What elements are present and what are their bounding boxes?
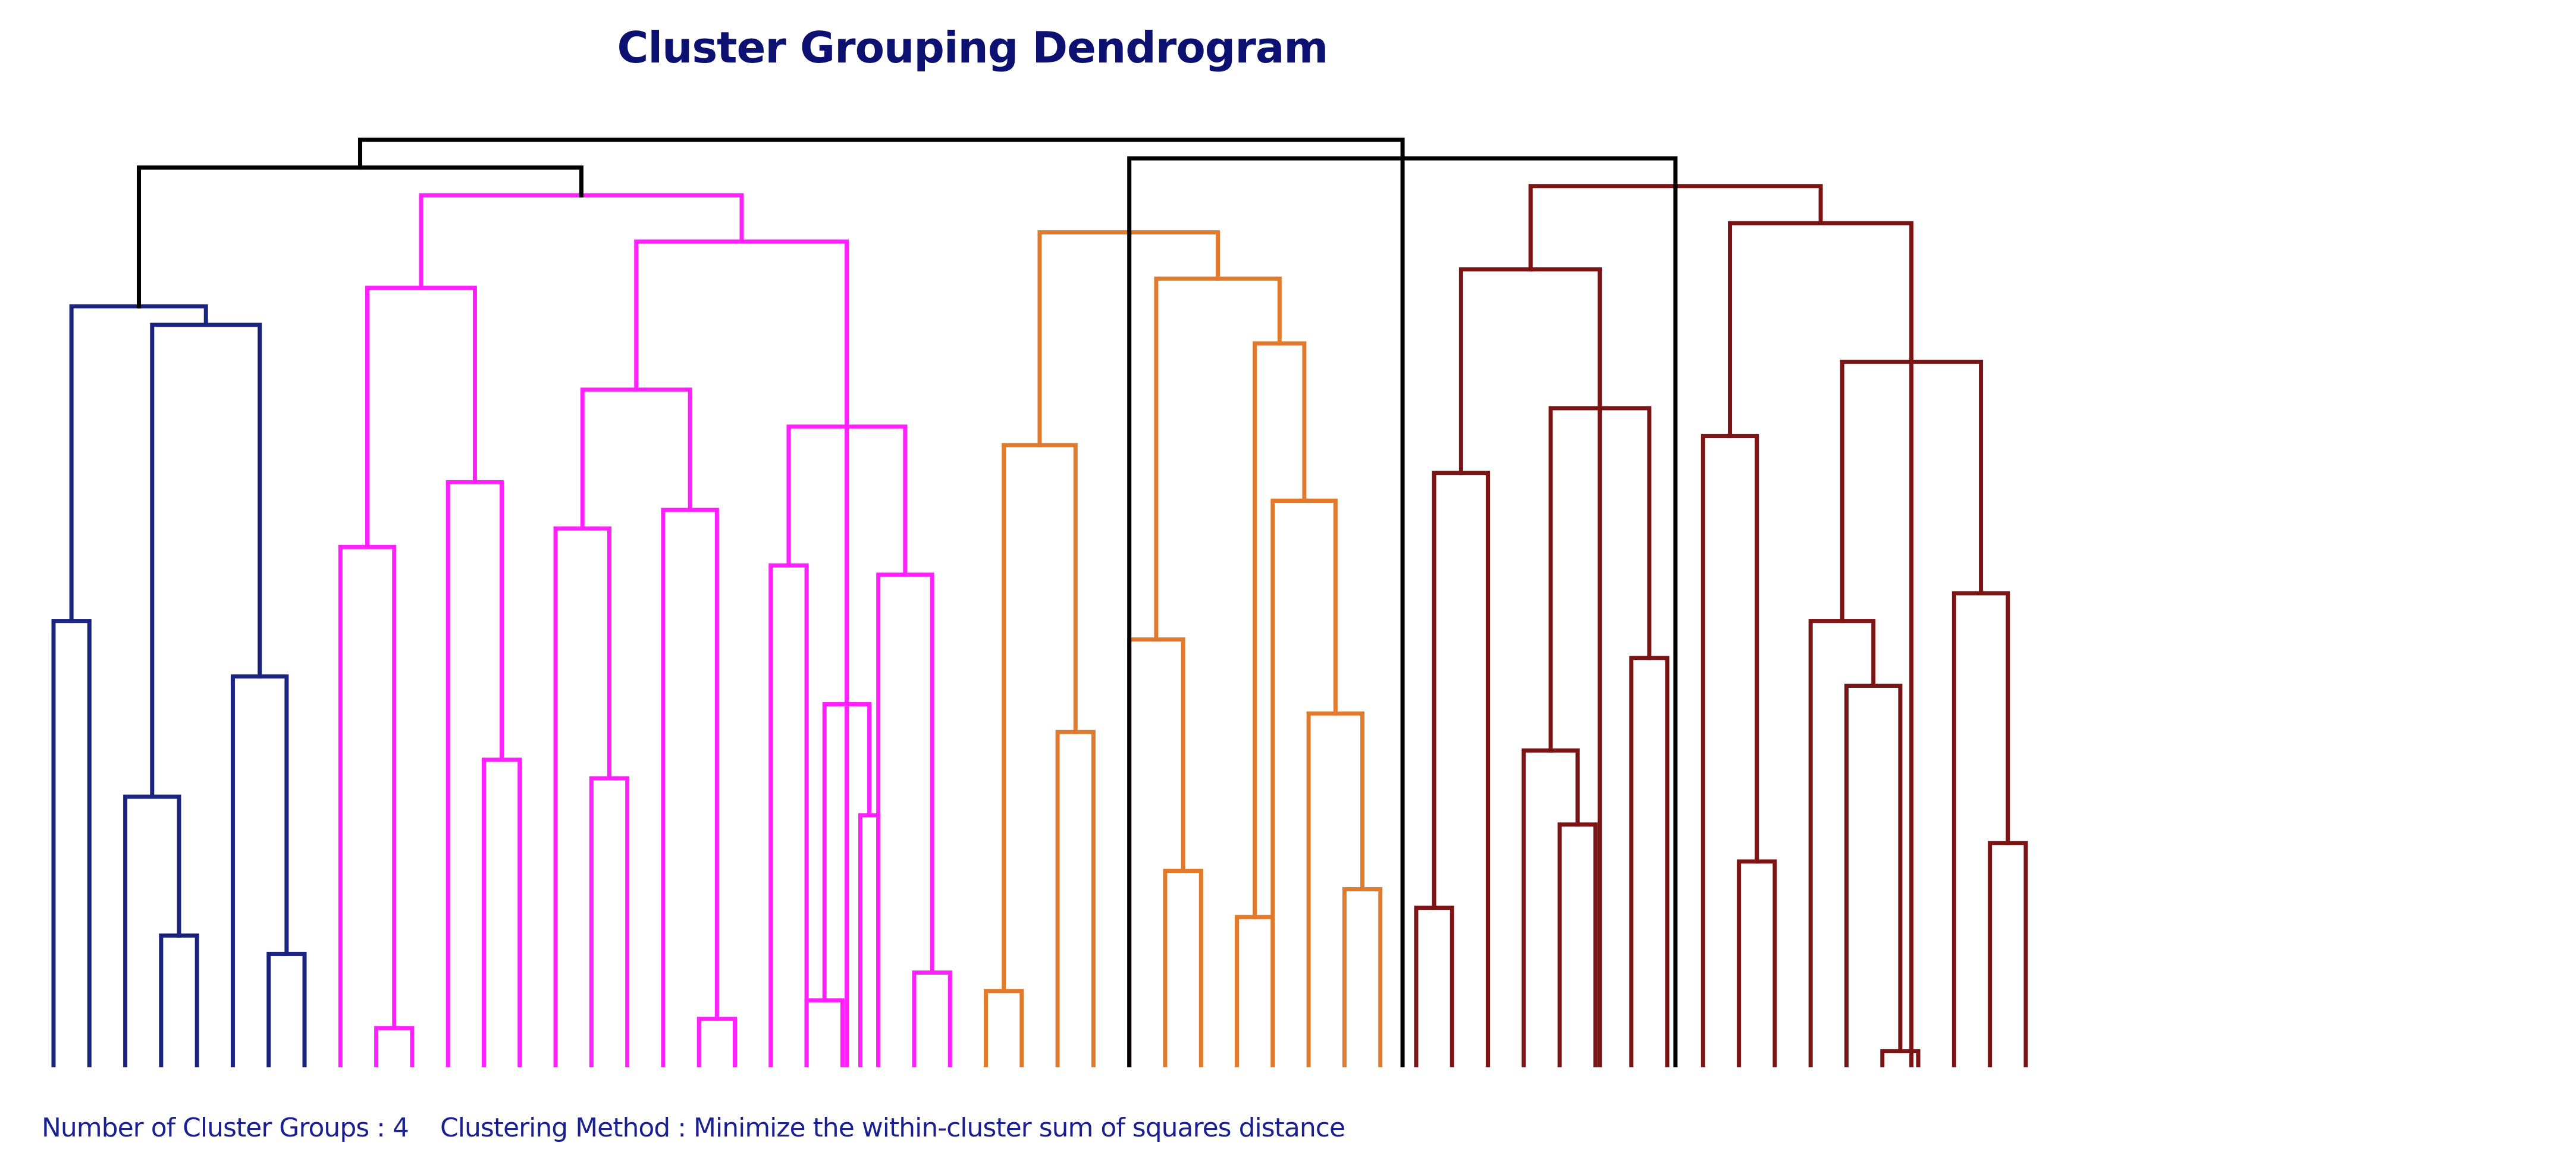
chart-title: Cluster Grouping Dendrogram	[617, 23, 1329, 73]
merge-o-m5	[1127, 637, 1185, 1067]
merge-b-m2	[159, 933, 199, 1067]
cluster-groups-label: Number of Cluster Groups : 4	[42, 1113, 409, 1143]
merge-root-m3	[357, 137, 1405, 1067]
merge-m-m5	[365, 286, 477, 549]
merge-r-m14	[1951, 591, 2010, 1067]
merge-m-m16	[768, 563, 809, 1067]
merge-b-m4	[266, 951, 307, 1067]
merge-r-m5	[1629, 656, 1670, 1067]
merge-o-m9	[1270, 498, 1338, 1067]
merge-m-m12	[858, 813, 881, 1067]
clustering-method-label: Clustering Method : Minimize the within-…	[440, 1113, 1345, 1143]
merge-m-m8	[696, 1016, 738, 1067]
merge-r-m7	[1458, 267, 1602, 1067]
merge-m-m10	[580, 387, 692, 531]
merge-m-m7	[553, 526, 611, 1067]
merge-o-m6	[1235, 915, 1275, 1067]
merge-r-m13	[1988, 841, 2028, 1067]
merge-r-m3	[1557, 822, 1598, 1067]
merge-m-m11	[804, 998, 845, 1067]
merge-b-m6	[150, 323, 262, 799]
merge-r-m4	[1521, 748, 1580, 1067]
merge-m-m2	[338, 544, 397, 1067]
merge-m-m4	[445, 480, 504, 1067]
merge-o-m1	[984, 989, 1024, 1067]
merge-r-m2	[1432, 471, 1491, 1067]
merge-m-m6	[589, 776, 630, 1067]
merge-b-m7	[69, 304, 208, 624]
merge-m-m9	[661, 508, 719, 1067]
merge-root-m1	[136, 165, 583, 309]
merge-o-m11	[1154, 276, 1282, 642]
merge-o-m4	[1163, 868, 1203, 1067]
merge-m-m15	[876, 572, 934, 1067]
merge-o-m7	[1342, 887, 1383, 1067]
merge-b-m3	[123, 794, 181, 1067]
merge-m-m18	[634, 239, 849, 1067]
merge-m-m3	[481, 757, 522, 1067]
dendrogram-links	[51, 137, 2028, 1067]
merge-o-m2	[1055, 729, 1096, 1067]
merge-r-m8	[1737, 859, 1777, 1067]
merge-r-m9	[1700, 434, 1759, 1067]
merge-b-m5	[230, 674, 289, 1067]
merge-m-m14	[912, 970, 952, 1067]
merge-o-m3	[1002, 443, 1078, 994]
merge-m-m1	[374, 1026, 415, 1067]
merge-b-m1	[51, 619, 92, 1067]
merge-r-m1	[1414, 906, 1454, 1067]
merge-o-m10	[1253, 341, 1307, 919]
merge-r-m11	[1844, 683, 1903, 1067]
